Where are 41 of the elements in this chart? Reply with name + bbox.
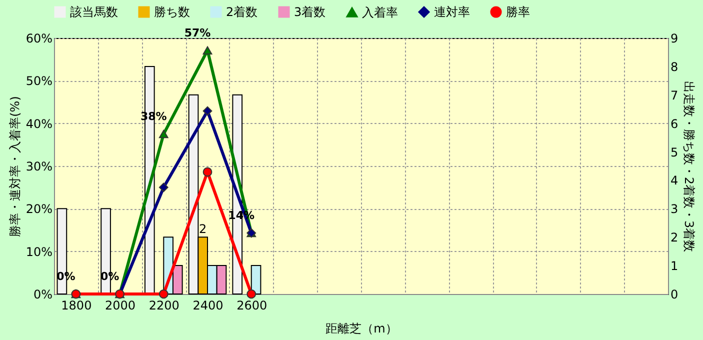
point (202, 106, 212, 116)
x-axis-title: 距離芝（m） (326, 322, 398, 336)
x-tick-label: 2600 (236, 298, 268, 312)
y2-tick-label: 4 (670, 174, 678, 188)
legend-label: 勝ち数 (154, 5, 190, 19)
point (202, 46, 212, 54)
point (158, 182, 168, 192)
y2-tick-label: 2 (670, 230, 678, 245)
data-label: 57% (184, 26, 211, 40)
y2-tick-label: 1 (670, 259, 678, 274)
point (158, 130, 168, 138)
legend-label: 連対率 (434, 5, 470, 19)
y-tick-label: 30% (26, 160, 52, 174)
x-tick-label: 2000 (105, 298, 136, 312)
y2-tick-label: 6 (670, 116, 678, 131)
y2-tick-label: 3 (670, 202, 678, 216)
y-tick-label: 50% (26, 74, 52, 88)
point (158, 289, 168, 299)
point (202, 167, 212, 177)
x-tick-label: 2400 (192, 298, 224, 312)
data-label: 2 (199, 222, 207, 236)
y2-axis-title: 出走数・勝ち数・2着数・3着数 (682, 80, 696, 252)
x-tick-label: 2200 (148, 298, 180, 312)
y-tick-label: 60% (26, 32, 52, 46)
y-tick-label: 10% (26, 244, 52, 259)
y2-tick-label: 7 (670, 88, 678, 102)
legend-label: 3着数 (294, 5, 326, 19)
y-tick-label: 40% (26, 116, 52, 131)
y-tick-label: 0% (33, 288, 52, 302)
y2-tick-label: 9 (670, 32, 678, 46)
legend-label: 入着率 (362, 5, 398, 20)
point (246, 289, 256, 299)
y2-tick-label: 0 (670, 288, 678, 302)
legend-label: 該当馬数 (70, 5, 118, 19)
y-tick-label: 20% (26, 202, 52, 216)
legend-label: 2着数 (226, 5, 258, 19)
x-tick-label: 1800 (61, 298, 92, 312)
y2-tick-label: 8 (670, 60, 678, 74)
y-axis-title: 勝率・連対率・入着率(%) (8, 96, 22, 237)
legend-label: 勝率 (506, 5, 530, 19)
y2-tick-label: 5 (670, 145, 678, 160)
